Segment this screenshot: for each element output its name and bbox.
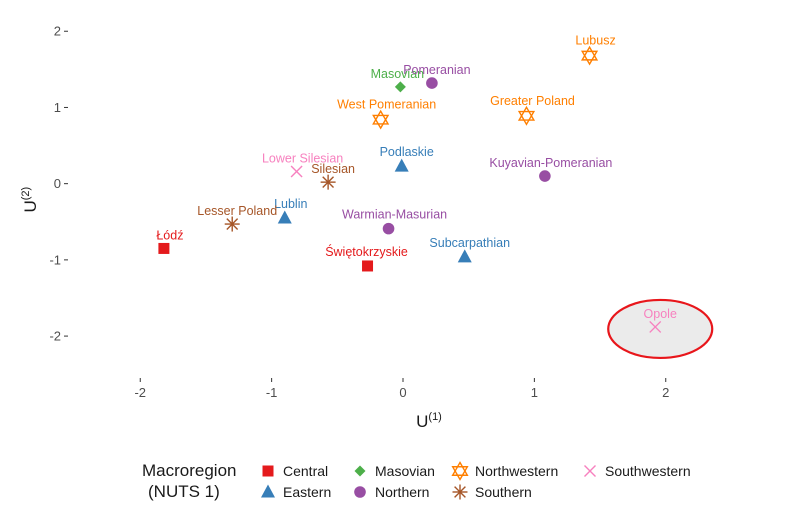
point-label: Lubusz <box>575 34 615 48</box>
legend-label: Northwestern <box>475 463 558 479</box>
legend-items: Central Eastern Masovian Northern Northweste… <box>261 461 691 500</box>
y-tick-label: 2 <box>54 24 61 39</box>
axes: -2 -1 0 1 2 -2 -1 0 1 2 <box>49 24 669 400</box>
point-label: Warmian-Masurian <box>342 208 447 222</box>
x-axis-title: U(1) <box>416 411 442 431</box>
y-tick-label: -2 <box>49 329 61 344</box>
legend-key <box>451 461 469 481</box>
point-label: Lublin <box>274 197 307 211</box>
point-label: Lower Silesian <box>262 151 343 165</box>
point-label: Subcarpathian <box>429 236 510 250</box>
y-tick-label: 0 <box>54 176 61 191</box>
point-marker <box>394 81 406 93</box>
legend-title-line1: Macroregion <box>142 461 237 480</box>
point-marker <box>394 158 409 172</box>
point-label: Świętokrzyskie <box>325 244 408 259</box>
point-label: Greater Poland <box>490 94 575 108</box>
legend-key <box>261 484 275 498</box>
point-label: Podlaskie <box>380 145 434 159</box>
x-tick-label: 1 <box>531 385 538 400</box>
y-tick-label: -1 <box>49 252 61 267</box>
point-label: Łódź <box>156 228 183 242</box>
legend-label: Eastern <box>283 484 331 500</box>
legend-key <box>452 484 468 500</box>
point-label: West Pomeranian <box>337 98 436 112</box>
point-marker <box>372 109 390 130</box>
point-label: Kuyavian-Pomeranian <box>489 156 612 170</box>
point-marker <box>649 320 662 333</box>
point-label: Masovian <box>371 67 425 81</box>
point-label: Silesian <box>311 162 355 176</box>
point-label: Opole <box>644 307 677 321</box>
highlight-ellipse <box>607 298 714 360</box>
point-marker <box>539 170 551 182</box>
point-marker <box>382 222 395 235</box>
point-marker <box>277 210 292 224</box>
legend-key <box>354 465 366 477</box>
point-label: Lesser Poland <box>197 204 277 218</box>
point-labels: Łódź Świętokrzyskie Lublin Podlaskie Subcarp… <box>156 34 677 321</box>
point-marker <box>517 105 536 126</box>
point-marker <box>290 165 303 178</box>
legend-key <box>262 465 274 477</box>
legend-title-line2: (NUTS 1) <box>148 482 220 501</box>
point-label: Pomeranian <box>403 63 470 77</box>
legend-label: Southern <box>475 484 532 500</box>
x-tick-label: 0 <box>399 385 406 400</box>
x-tick-label: -1 <box>266 385 278 400</box>
highlight-layer <box>607 298 714 360</box>
point-marker <box>426 77 438 89</box>
y-tick-label: 1 <box>54 100 61 115</box>
point-marker <box>320 174 336 190</box>
point-marker <box>158 242 170 254</box>
point-marker <box>580 45 599 66</box>
legend-key <box>584 465 596 477</box>
legend-label: Northern <box>375 484 429 500</box>
legend: Macroregion (NUTS 1) Central Eastern Masov… <box>142 461 691 501</box>
legend-label: Masovian <box>375 463 435 479</box>
data-points <box>158 45 662 333</box>
legend-label: Central <box>283 463 328 479</box>
x-tick-label: -2 <box>134 385 146 400</box>
point-marker <box>224 216 240 232</box>
legend-key <box>354 486 366 498</box>
point-marker <box>362 260 374 272</box>
x-tick-label: 2 <box>662 385 669 400</box>
legend-label: Southwestern <box>605 463 691 479</box>
y-axis-title: U(2) <box>20 187 40 213</box>
point-marker <box>457 249 472 263</box>
